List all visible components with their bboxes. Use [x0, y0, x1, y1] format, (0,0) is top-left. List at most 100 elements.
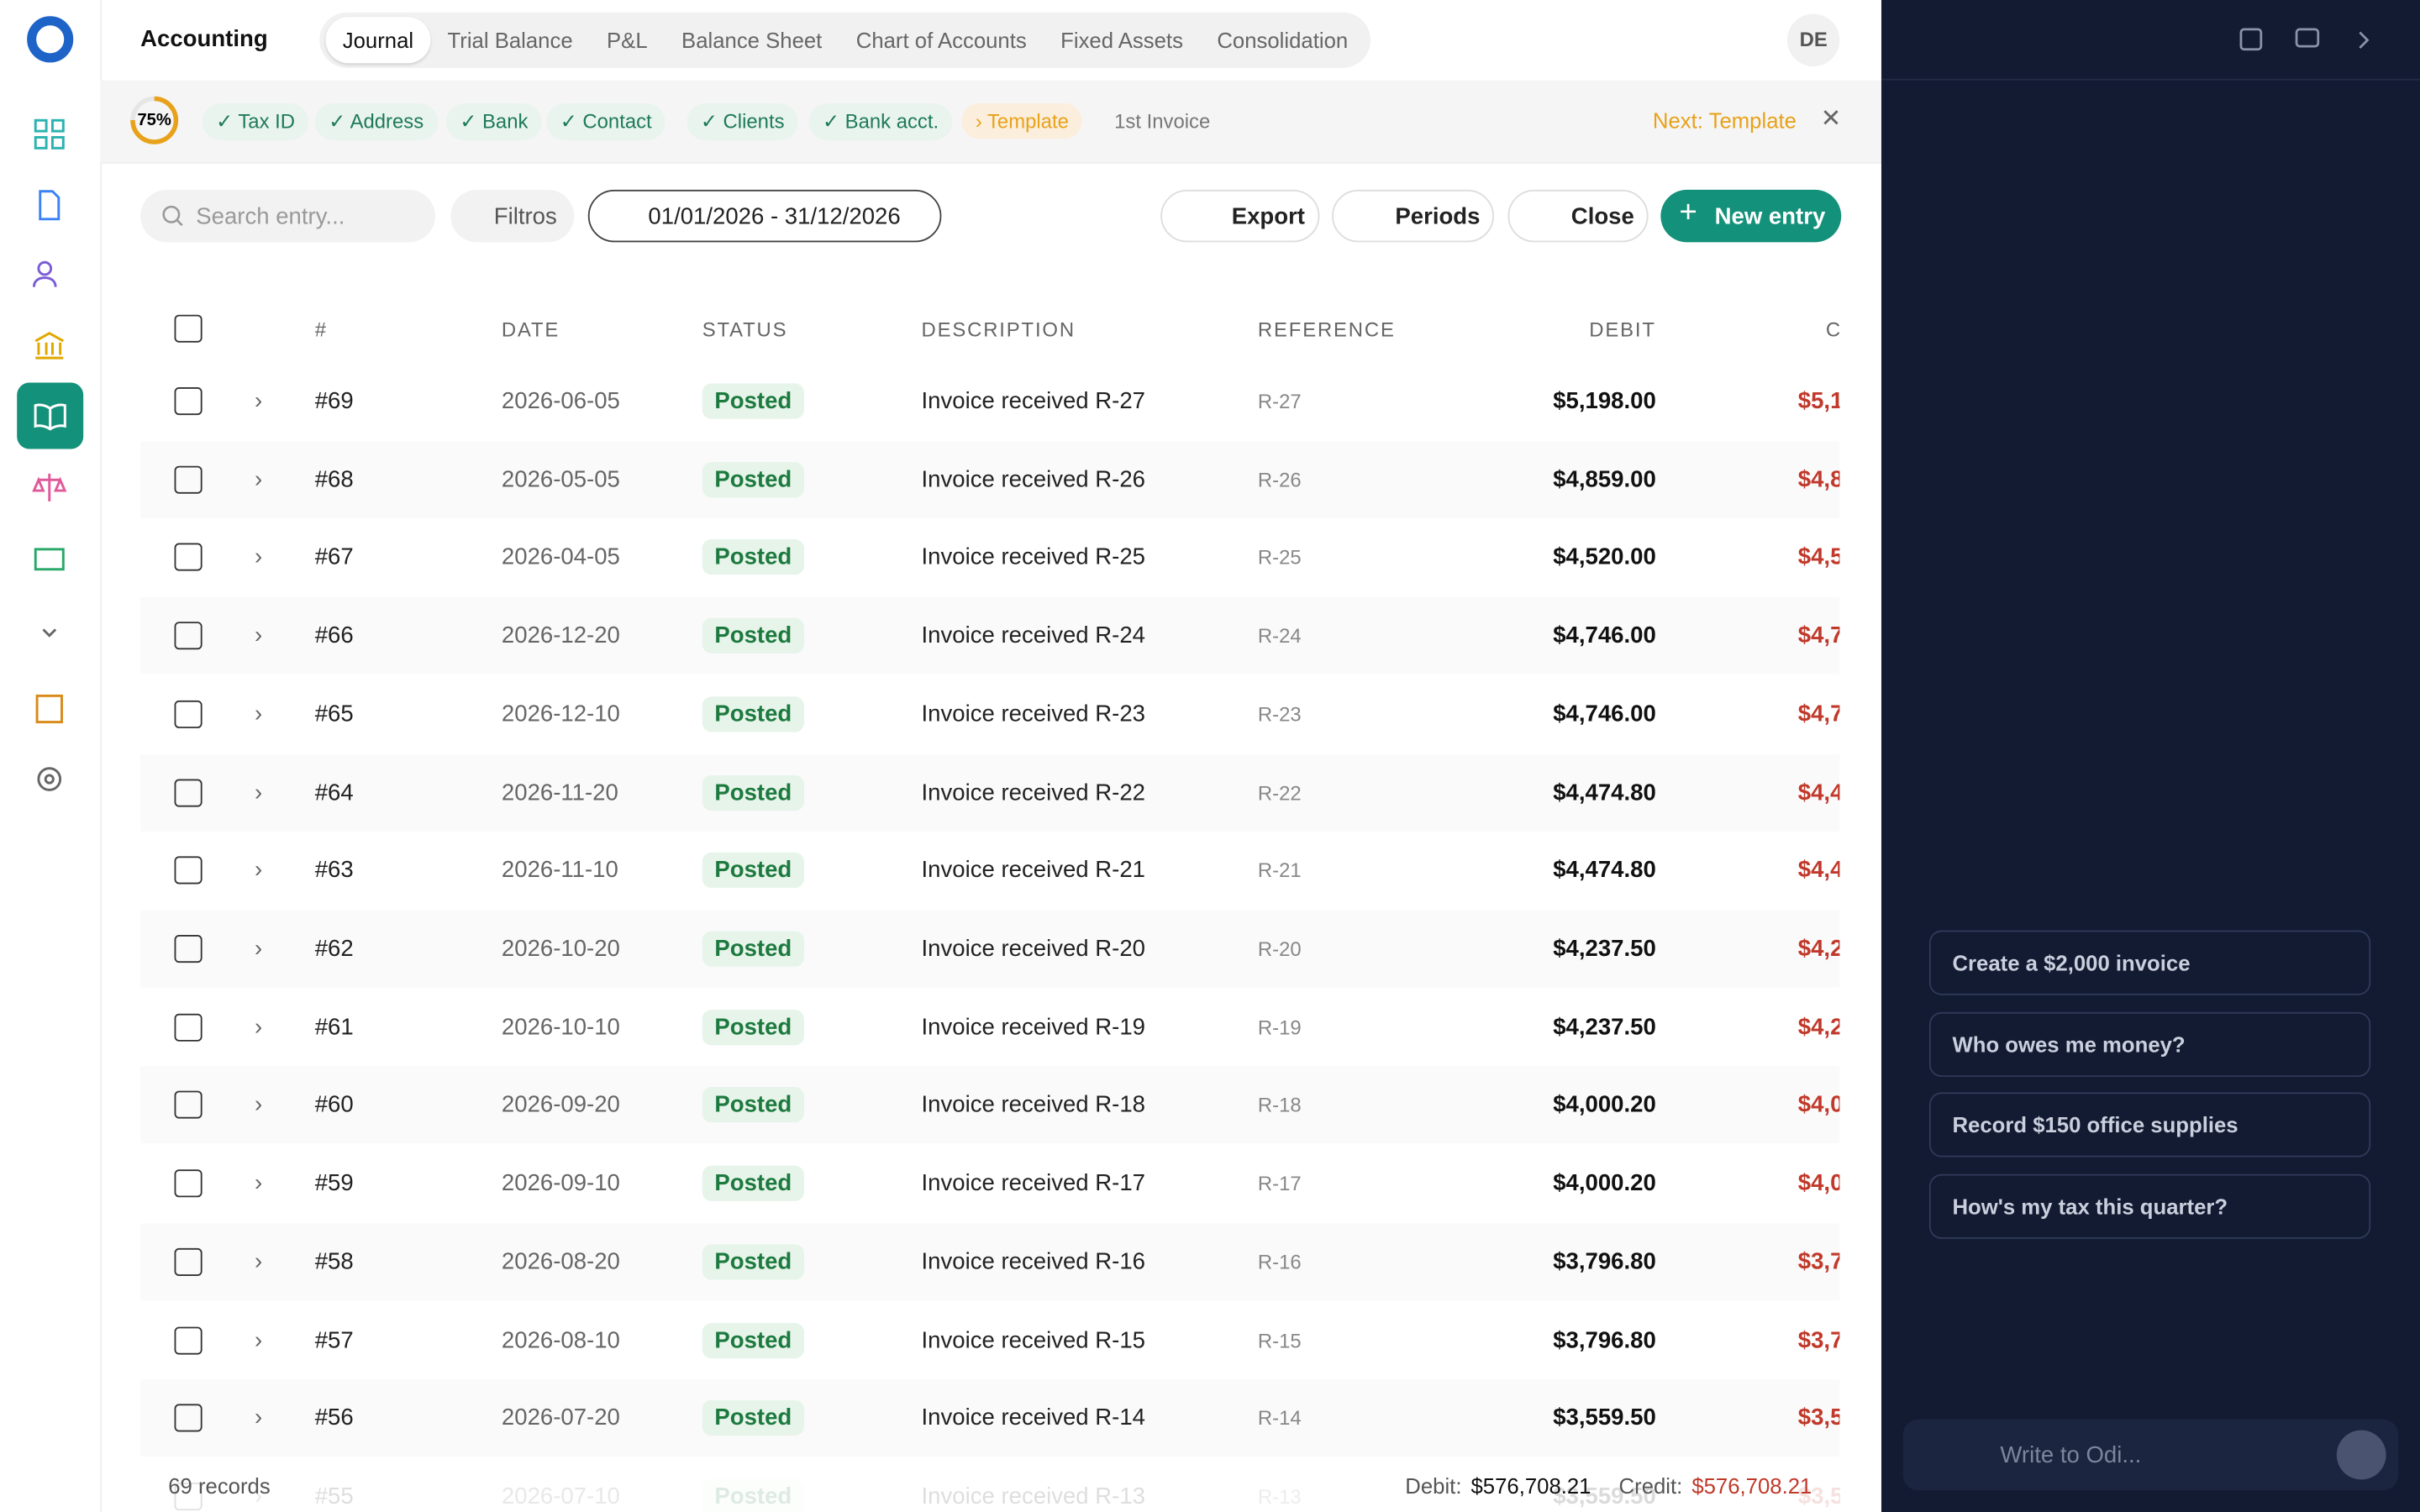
row-checkbox[interactable]	[174, 856, 203, 885]
entry-credit: $4,474.80	[1797, 779, 1840, 806]
onboarding-current[interactable]: › Template	[961, 103, 1083, 139]
row-checkbox[interactable]	[174, 387, 203, 416]
expand-chevron[interactable]: ›	[255, 622, 263, 649]
row-checkbox[interactable]	[174, 543, 203, 572]
row-checkbox[interactable]	[174, 1404, 203, 1433]
search-box[interactable]: Search entry...	[140, 189, 435, 243]
tab[interactable]: Balance Sheet	[681, 28, 823, 53]
panel-actions[interactable]	[2238, 26, 2392, 54]
expand-chevron[interactable]: ›	[255, 936, 263, 963]
suggestion[interactable]: Record $150 office supplies	[1928, 1093, 2371, 1158]
export-button[interactable]: Export	[1160, 189, 1320, 243]
tab[interactable]: P&L	[607, 28, 648, 53]
row-checkbox[interactable]	[174, 465, 203, 494]
column-header[interactable]: #	[314, 318, 328, 341]
expand-chevron[interactable]: ›	[255, 779, 263, 806]
onboarding-step[interactable]: ✓ Contact	[546, 103, 666, 141]
entry-description: Invoice received R-16	[921, 1248, 1145, 1275]
table-row[interactable]: › #66 2026-12-20 Posted Invoice received R-2…	[140, 597, 1840, 675]
journal-nav-active[interactable]	[17, 382, 84, 449]
onboarding-step[interactable]: ✓ Address	[314, 103, 438, 141]
balance-icon[interactable]	[31, 469, 68, 506]
row-checkbox[interactable]	[174, 1169, 203, 1198]
table-row[interactable]: › #67 2026-04-05 Posted Invoice received R-2…	[140, 519, 1839, 596]
next-step[interactable]: Next: Template	[1652, 108, 1797, 133]
send-button[interactable]	[2336, 1430, 2386, 1480]
expand-chevron[interactable]: ›	[255, 701, 263, 727]
row-checkbox[interactable]	[174, 700, 203, 728]
table-row[interactable]: › #68 2026-05-05 Posted Invoice received R-2…	[140, 440, 1840, 518]
tab[interactable]: Trial Balance	[447, 28, 573, 53]
expand-chevron[interactable]: ›	[255, 1248, 263, 1275]
row-checkbox[interactable]	[174, 622, 203, 650]
column-header[interactable]: DATE	[501, 318, 560, 341]
row-checkbox[interactable]	[174, 935, 203, 963]
entry-number: #63	[314, 857, 354, 885]
entry-status: Posted	[702, 461, 804, 497]
onboarding-step[interactable]: ✓ Tax ID	[202, 103, 309, 141]
column-header[interactable]: CREDIT	[1826, 318, 1840, 341]
onboarding-step[interactable]: ✓ Clients	[687, 103, 799, 141]
row-checkbox[interactable]	[174, 1013, 203, 1042]
onboarding-step[interactable]: ✓ Bank	[445, 103, 542, 141]
table-row[interactable]: › #60 2026-09-20 Posted Invoice received R-1…	[140, 1067, 1840, 1144]
table-row[interactable]: › #56 2026-07-20 Posted Invoice received R-1…	[140, 1379, 1840, 1457]
user-avatar[interactable]: DE	[1786, 13, 1840, 66]
documents-icon[interactable]	[31, 186, 68, 223]
debit-total: $576,708.21	[1470, 1473, 1591, 1499]
entry-debit: $4,520.00	[1553, 544, 1656, 571]
row-checkbox[interactable]	[174, 1091, 203, 1120]
settings-icon[interactable]	[31, 761, 68, 798]
row-checkbox[interactable]	[174, 1247, 203, 1276]
column-header[interactable]: STATUS	[702, 318, 788, 341]
table-row[interactable]: › #58 2026-08-20 Posted Invoice received R-1…	[140, 1223, 1840, 1301]
chat-input[interactable]: Write to Odi...	[1902, 1419, 2399, 1491]
new-entry-button[interactable]: New entry +	[1660, 189, 1842, 243]
expand-chevron[interactable]: ›	[255, 1170, 263, 1197]
column-header[interactable]: REFERENCE	[1257, 318, 1396, 341]
date-range[interactable]: 01/01/2026 - 31/12/2026	[587, 189, 942, 243]
onboarding-step[interactable]: ✓ Bank acct.	[808, 103, 953, 141]
expand-chevron[interactable]: ›	[255, 857, 263, 885]
table-row[interactable]: › #59 2026-09-10 Posted Invoice received R-1…	[140, 1145, 1839, 1222]
table-row[interactable]: › #62 2026-10-20 Posted Invoice received R-2…	[140, 910, 1840, 988]
select-all[interactable]	[174, 314, 203, 343]
expand-chevron[interactable]: ›	[255, 1092, 263, 1119]
expand-chevron[interactable]: ›	[255, 387, 263, 415]
assets-icon[interactable]	[31, 538, 68, 575]
bank-icon[interactable]	[31, 327, 68, 364]
expand-chevron[interactable]: ›	[255, 1326, 263, 1354]
contacts-icon[interactable]	[31, 256, 68, 293]
suggestion[interactable]: Create a $2,000 invoice	[1928, 930, 2371, 995]
table-row[interactable]: › #69 2026-06-05 Posted Invoice received R-2…	[140, 363, 1839, 440]
tab[interactable]: Fixed Assets	[1060, 28, 1183, 53]
filters-button[interactable]: Filtros	[450, 189, 575, 243]
close-button[interactable]: Close	[1507, 189, 1649, 243]
table-row[interactable]: › #65 2026-12-10 Posted Invoice received R-2…	[140, 675, 1839, 753]
entry-reference: R-21	[1257, 858, 1302, 883]
table-row[interactable]: › #63 2026-11-10 Posted Invoice received R-2…	[140, 832, 1839, 910]
table-row[interactable]: › #57 2026-08-10 Posted Invoice received R-1…	[140, 1302, 1839, 1379]
periods-button[interactable]: Periods	[1332, 189, 1494, 243]
company-icon[interactable]	[31, 690, 68, 727]
column-header[interactable]: DEBIT	[1589, 318, 1656, 341]
more-icon[interactable]	[31, 614, 68, 651]
tab[interactable]: Consolidation	[1217, 28, 1349, 53]
expand-chevron[interactable]: ›	[255, 544, 263, 571]
entry-number: #66	[314, 622, 354, 649]
suggestion[interactable]: Who owes me money?	[1928, 1011, 2371, 1077]
entry-credit: $3,796.80	[1797, 1326, 1840, 1354]
table-row[interactable]: › #64 2026-11-20 Posted Invoice received R-2…	[140, 753, 1840, 832]
tab[interactable]: Journal	[325, 17, 431, 64]
row-checkbox[interactable]	[174, 778, 203, 806]
column-header[interactable]: DESCRIPTION	[921, 318, 1076, 341]
expand-chevron[interactable]: ›	[255, 466, 263, 493]
close-onboarding[interactable]: ✕	[1820, 106, 1842, 133]
tab[interactable]: Chart of Accounts	[855, 28, 1027, 53]
dashboard-icon[interactable]	[31, 116, 68, 153]
table-row[interactable]: › #61 2026-10-10 Posted Invoice received R-1…	[140, 989, 1839, 1066]
expand-chevron[interactable]: ›	[255, 1014, 263, 1041]
row-checkbox[interactable]	[174, 1326, 203, 1354]
expand-chevron[interactable]: ›	[255, 1405, 263, 1432]
suggestion[interactable]: How's my tax this quarter?	[1928, 1173, 2371, 1240]
